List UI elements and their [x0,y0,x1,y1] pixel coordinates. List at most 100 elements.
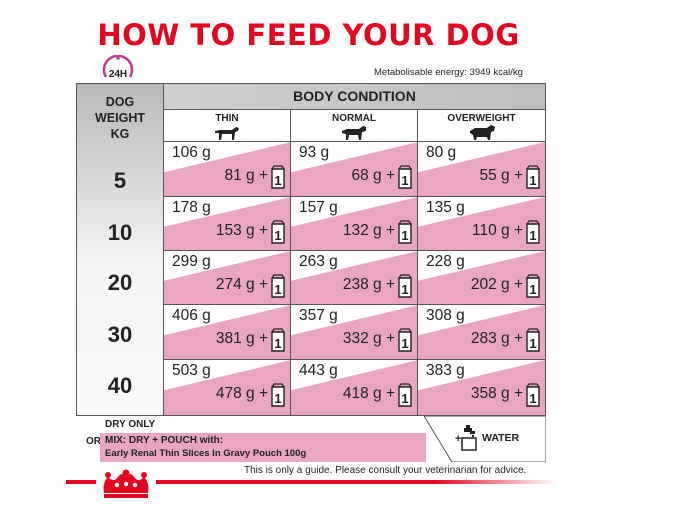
column-header-overweight: OVERWEIGHT [418,110,545,142]
pouch-count: 1 [274,336,281,351]
feeding-cell: 383 g 358 g + 1 [418,360,545,415]
pouch-count: 1 [401,391,408,406]
feeding-cell: 135 g 110 g + 1 [418,197,545,251]
weight-column: DOG WEIGHT KG 5 10 20 30 40 [77,84,164,415]
mix-dry-value: 202 g + [470,276,523,293]
pouch-count: 1 [529,228,536,243]
dry-only-value: 308 g [426,307,465,324]
weight-header: DOG WEIGHT KG [95,95,145,141]
mix-dry-value: 274 g + [215,276,268,293]
feeding-table: DOG WEIGHT KG 5 10 20 30 40 BODY CONDITI… [76,83,546,416]
dry-only-value: 135 g [426,199,465,216]
pouch-icon: 1 [271,328,285,352]
mix-wedge [418,142,545,196]
legend-or: OR [86,436,101,447]
mix-dry-value: 358 g + [470,385,523,402]
clock-24h-icon: 24H [102,55,134,80]
dry-only-value: 93 g [299,144,330,161]
mix-wedge [291,360,417,415]
pouch-count: 1 [529,282,536,297]
weight-value: 20 [107,270,133,295]
pouch-count: 1 [529,336,536,351]
feeding-cell: 443 g 418 g + 1 [291,360,418,415]
mix-wedge [418,305,545,359]
feeding-cell: 503 g 478 g + 1 [164,360,291,415]
pouch-icon: 1 [526,383,540,407]
mix-dry-value: 238 g + [342,276,395,293]
pouch-icon: 1 [271,274,285,298]
pouch-icon: 1 [398,383,412,407]
dry-only-value: 299 g [172,253,211,270]
pouch-icon: 1 [398,274,412,298]
dry-only-value: 228 g [426,253,465,270]
water-label: WATER [482,432,520,444]
feeding-cell: 357 g 332 g + 1 [291,305,418,360]
footer-red-line [66,480,556,484]
pouch-icon: 1 [271,165,285,189]
feeding-cell: 93 g 68 g + 1 [291,142,418,197]
column-header-normal: NORMAL [291,110,418,142]
body-condition-header: BODY CONDITION [164,84,545,110]
pouch-count: 1 [401,228,408,243]
legend-mix-line1: MIX: DRY + POUCH with: [105,435,224,446]
dry-only-value: 263 g [299,253,338,270]
overweight-dog-icon [469,125,495,140]
mix-wedge [418,197,545,250]
dry-only-value: 357 g [299,307,338,324]
feeding-cell: 228 g 202 g + 1 [418,251,545,305]
pouch-count: 1 [529,173,536,188]
pouch-count: 1 [274,228,281,243]
mix-wedge [164,305,290,359]
mix-dry-value: 478 g + [215,385,268,402]
pouch-icon: 1 [398,328,412,352]
mix-wedge [164,360,290,415]
pouch-count: 1 [274,391,281,406]
mix-dry-value: 381 g + [215,330,268,347]
pouch-count: 1 [529,391,536,406]
pouch-count: 1 [401,282,408,297]
weight-value: 10 [107,220,133,245]
dry-only-value: 406 g [172,307,211,324]
pouch-icon: 1 [526,328,540,352]
dry-only-value: 106 g [172,144,211,161]
pouch-icon: 1 [526,165,540,189]
dry-only-value: 80 g [426,144,457,161]
clock-label: 24H [109,69,127,80]
mix-dry-value: 153 g + [215,222,268,239]
mix-wedge [164,251,290,304]
feeding-cell: 263 g 238 g + 1 [291,251,418,305]
mix-wedge [291,305,417,359]
pouch-count: 1 [274,173,281,188]
weight-value: 5 [113,168,127,193]
pouch-icon: 1 [271,383,285,407]
feeding-cell: 299 g 274 g + 1 [164,251,291,305]
mix-wedge [418,360,545,415]
pouch-count: 1 [274,282,281,297]
mix-wedge [164,142,290,196]
mix-wedge [291,142,417,196]
royal-canin-crown-logo [96,467,156,501]
mix-dry-value: 81 g + [224,167,268,184]
feeding-cell: 80 g 55 g + 1 [418,142,545,197]
thin-dog-icon [215,127,239,140]
dry-only-value: 383 g [426,362,465,379]
energy-label: Metabolisable energy: 3949 kcal/kg [374,67,523,78]
column-header-thin: THIN [164,110,291,142]
dry-only-value: 178 g [172,199,211,216]
weight-value: 40 [107,373,133,398]
mix-dry-value: 418 g + [342,385,395,402]
feeding-cell: 178 g 153 g + 1 [164,197,291,251]
pouch-count: 1 [401,336,408,351]
pouch-icon: 1 [526,220,540,244]
feeding-cell: 406 g 381 g + 1 [164,305,291,360]
water-tap-icon [461,425,477,451]
mix-wedge [418,251,545,304]
water-legend-box: + [424,416,546,462]
mix-dry-value: 55 g + [479,167,523,184]
feeding-cell: 157 g 132 g + 1 [291,197,418,251]
mix-dry-value: 68 g + [351,167,395,184]
normal-dog-icon [342,126,366,140]
mix-wedge [291,197,417,250]
feeding-cell: 308 g 283 g + 1 [418,305,545,360]
pouch-icon: 1 [526,274,540,298]
